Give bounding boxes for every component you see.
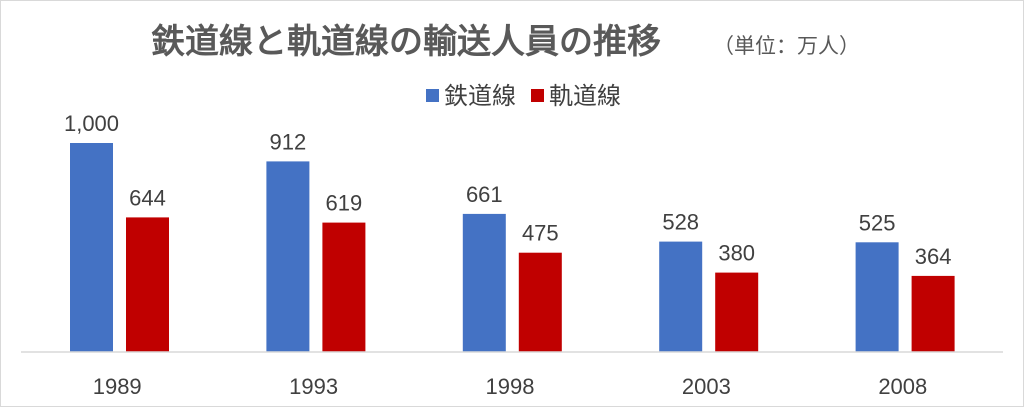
value-label-railway-1998: 661 <box>466 182 503 207</box>
bar-railway-1993 <box>266 161 310 352</box>
bar-railway-1998 <box>462 213 506 352</box>
value-label-tramway-1989: 644 <box>129 185 166 210</box>
x-tick-label-1993: 1993 <box>289 374 338 399</box>
bar-tramway-1998 <box>518 252 562 352</box>
bar-railway-2003 <box>659 241 703 352</box>
legend-swatch-tramway <box>531 89 544 102</box>
bar-railway-2008 <box>855 242 899 352</box>
chart-title: 鉄道線と軌道線の輸送人員の推移 <box>151 22 661 62</box>
x-tick-label-2003: 2003 <box>682 374 731 399</box>
value-label-railway-2008: 525 <box>859 210 896 235</box>
value-label-railway-2003: 528 <box>662 210 699 235</box>
value-label-tramway-2003: 380 <box>718 241 755 266</box>
x-tick-label-2008: 2008 <box>878 374 927 399</box>
chart-subtitle: （単位：万人） <box>713 34 860 58</box>
legend-swatch-railway <box>426 89 439 102</box>
plot-area: 1,000 644 1989 912 619 1993 661 475 1998 528 380 20… <box>64 111 955 399</box>
value-label-tramway-1998: 475 <box>522 221 559 246</box>
value-label-railway-1993: 912 <box>270 129 307 154</box>
bar-railway-1989 <box>70 143 113 352</box>
bar-tramway-1993 <box>322 222 366 352</box>
value-label-tramway-2008: 364 <box>915 244 952 269</box>
value-label-railway-1989: 1,000 <box>64 111 119 136</box>
x-tick-label-1989: 1989 <box>93 374 142 399</box>
bar-tramway-2003 <box>715 272 759 352</box>
legend: 鉄道線 軌道線 <box>426 82 621 110</box>
bar-tramway-2008 <box>911 275 955 352</box>
bar-tramway-1989 <box>126 217 169 352</box>
legend-label-tramway: 軌道線 <box>549 82 621 110</box>
legend-label-railway: 鉄道線 <box>444 82 516 110</box>
x-tick-label-1998: 1998 <box>486 374 535 399</box>
value-label-tramway-1993: 619 <box>326 191 363 216</box>
